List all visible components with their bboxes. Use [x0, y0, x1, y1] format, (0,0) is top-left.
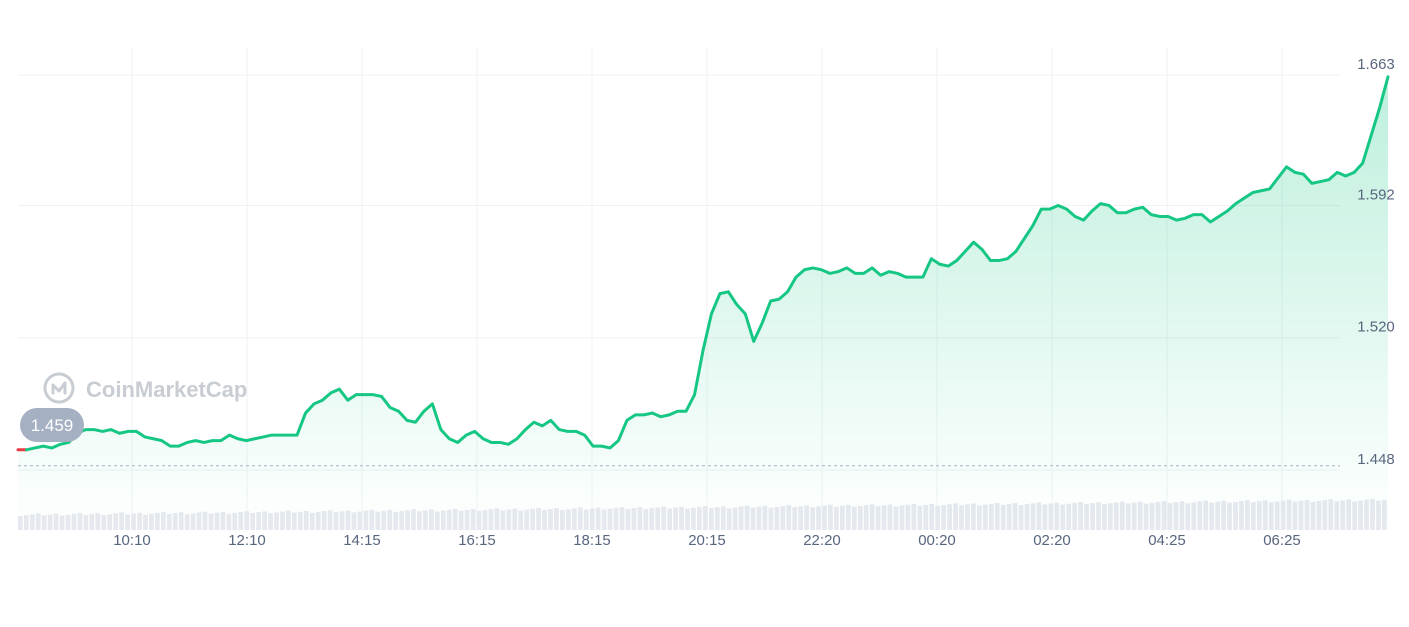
- price-area-fill: [18, 76, 1388, 530]
- x-tick-label: 06:25: [1263, 532, 1301, 549]
- x-tick-label: 04:25: [1148, 532, 1186, 549]
- reference-badge: 1.459: [20, 408, 84, 442]
- watermark: CoinMarketCap: [43, 372, 247, 404]
- y-axis-labels: 1.663 1.592 1.520 1.448: [1357, 56, 1395, 468]
- x-tick-label: 12:10: [228, 532, 266, 549]
- x-tick-label: 14:15: [343, 532, 381, 549]
- price-area: [18, 76, 1388, 530]
- x-tick-label: 22:20: [803, 532, 841, 549]
- y-tick-label: 1.448: [1357, 451, 1395, 468]
- x-axis-labels: 10:10 12:10 14:15 16:15 18:15 20:15 22:20 00:20…: [113, 532, 1301, 549]
- y-tick-label: 1.663: [1357, 56, 1395, 73]
- reference-badge-label: 1.459: [31, 416, 74, 435]
- x-tick-label: 10:10: [113, 532, 151, 549]
- x-tick-label: 16:15: [458, 532, 496, 549]
- y-tick-label: 1.592: [1357, 186, 1395, 203]
- price-line: [16, 75, 1390, 452]
- y-tick-label: 1.520: [1357, 319, 1395, 336]
- x-tick-label: 02:20: [1033, 532, 1071, 549]
- x-tick-label: 20:15: [688, 532, 726, 549]
- coinmarketcap-logo-icon: [43, 372, 75, 404]
- watermark-text: CoinMarketCap: [86, 377, 247, 402]
- x-tick-label: 18:15: [573, 532, 611, 549]
- price-line-path: [24, 75, 1390, 452]
- reference-badge-bg: [20, 408, 84, 442]
- x-tick-label: 00:20: [918, 532, 956, 549]
